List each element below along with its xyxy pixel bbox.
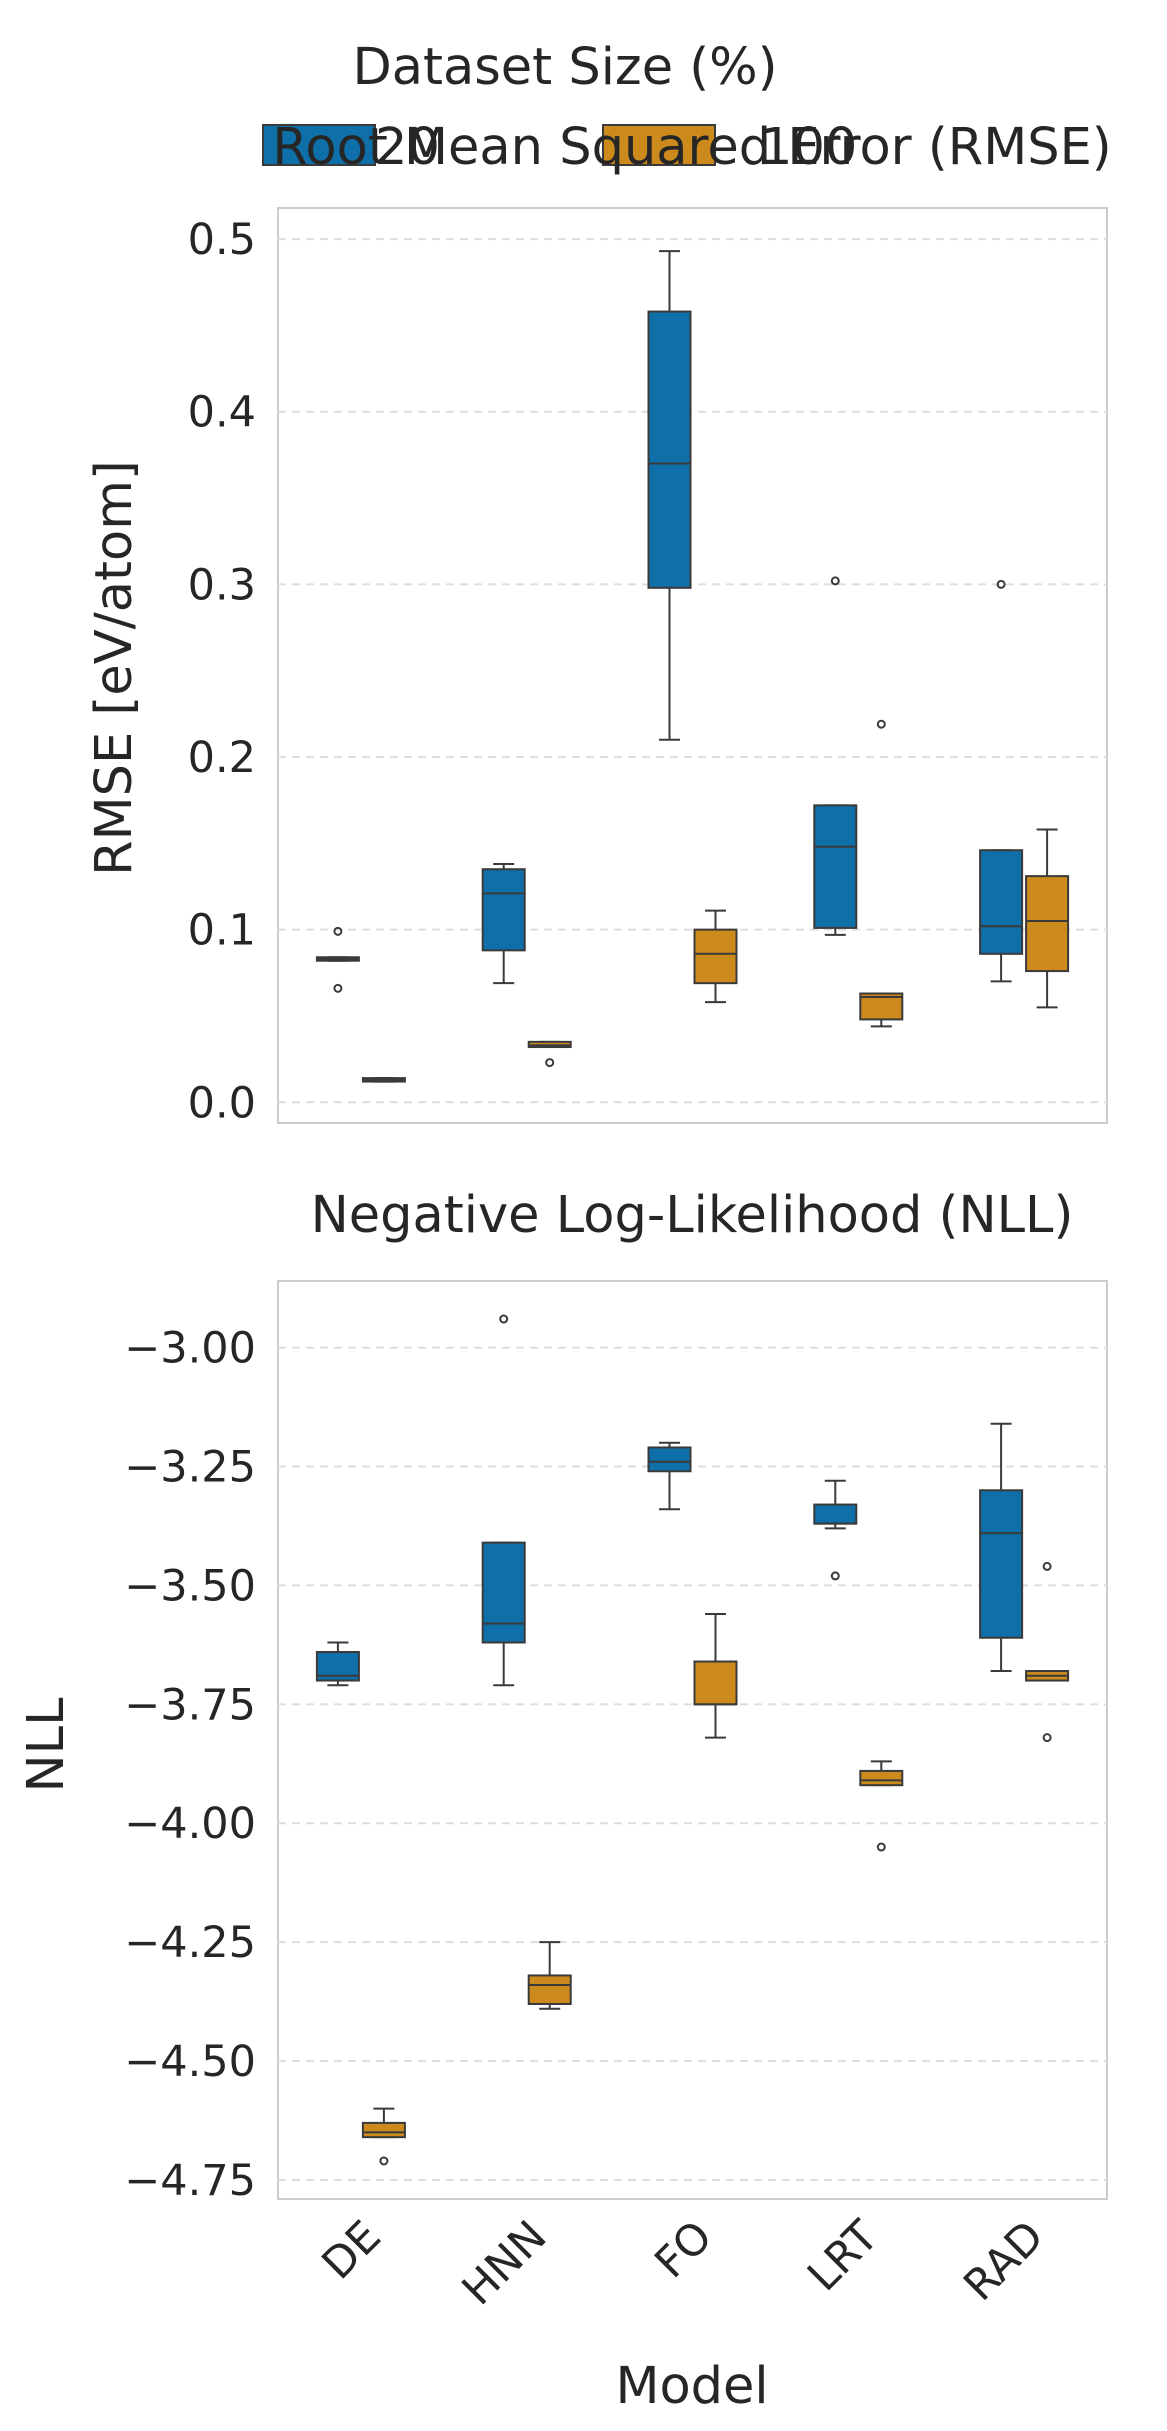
y-tick-label: −4.25 xyxy=(124,1918,256,1968)
rmse-plot-area xyxy=(277,207,1108,1124)
iqr-box xyxy=(979,849,1024,955)
outlier-point xyxy=(876,719,886,729)
rmse-grid xyxy=(278,238,1107,1104)
y-tick-label: 0.5 xyxy=(188,215,256,265)
box-fo-20 xyxy=(647,250,692,741)
box-lrt-100 xyxy=(859,1760,904,1852)
nll-grid xyxy=(278,1346,1107,2181)
nll-y-ticks: −3.00 −3.25 −3.50 −3.75 −4.00 −4.25 −4.50 −4.75 xyxy=(124,1324,256,2206)
outlier-point xyxy=(1042,1733,1052,1743)
y-tick-label: −3.25 xyxy=(124,1443,256,1493)
rmse-title: Root Mean Squared Error (RMSE) xyxy=(272,118,1111,177)
box-lrt-20 xyxy=(813,1479,858,1581)
nll-plot-area xyxy=(277,1280,1108,2200)
outlier-point xyxy=(996,579,1006,589)
y-tick-label: −3.75 xyxy=(124,1680,256,1730)
legend-label-20: 20 xyxy=(375,118,440,177)
iqr-box xyxy=(647,1446,692,1473)
outlier-point xyxy=(545,1058,555,1068)
y-tick-label: 0.4 xyxy=(188,388,256,438)
box-hnn-100 xyxy=(527,1941,572,2010)
x-axis-label: Model xyxy=(615,2357,768,2416)
box-hnn-20 xyxy=(481,863,526,985)
nll-panel: Negative Log-Likelihood (NLL) NLL −3.00−… xyxy=(17,1186,1108,2416)
outlier-point xyxy=(1042,1561,1052,1571)
box-lrt-20 xyxy=(813,576,858,936)
y-tick-label: −4.00 xyxy=(124,1799,256,1849)
box-hnn-100 xyxy=(527,1040,572,1068)
iqr-box xyxy=(527,1974,572,2005)
y-tick-label: −4.50 xyxy=(124,2037,256,2087)
box-rad-100 xyxy=(1025,828,1070,1009)
outlier-point xyxy=(876,1842,886,1852)
iqr-box xyxy=(979,1489,1024,1639)
outlier-point xyxy=(379,2156,389,2166)
box-lrt-100 xyxy=(859,719,904,1028)
legend-label-100: 100 xyxy=(760,118,857,177)
rmse-y-label: RMSE [eV/atom] xyxy=(85,460,144,876)
legend-swatch-100 xyxy=(602,124,716,166)
nll-y-label: NLL xyxy=(17,1697,76,1793)
box-rad-20 xyxy=(979,579,1024,983)
y-tick-label: −4.75 xyxy=(124,2156,256,2206)
iqr-box xyxy=(693,928,738,985)
box-de-100 xyxy=(361,2107,406,2166)
y-tick-label: −3.50 xyxy=(124,1561,256,1611)
y-tick-label: 0.1 xyxy=(188,906,256,956)
nll-title: Negative Log-Likelihood (NLL) xyxy=(311,1186,1074,1245)
nll-boxes xyxy=(315,1314,1070,2166)
y-tick-label: 0.2 xyxy=(188,733,256,783)
rmse-boxes xyxy=(315,250,1070,1083)
legend: Dataset Size (%) 20 100 xyxy=(262,38,857,177)
box-rad-20 xyxy=(979,1422,1024,1673)
box-de-20 xyxy=(315,1641,360,1687)
outlier-point xyxy=(499,1314,509,1324)
box-de-20 xyxy=(315,926,360,993)
rmse-panel: Root Mean Squared Error (RMSE) RMSE [eV/… xyxy=(85,118,1112,1128)
box-rad-100 xyxy=(1025,1561,1070,1743)
legend-swatch-20 xyxy=(262,124,376,166)
iqr-box xyxy=(813,804,858,929)
box-de-100 xyxy=(361,1077,406,1083)
y-tick-label: 0.0 xyxy=(188,1078,256,1128)
iqr-box xyxy=(481,1541,526,1644)
outlier-point xyxy=(333,926,343,936)
iqr-box xyxy=(647,310,692,589)
box-fo-100 xyxy=(693,909,738,1004)
iqr-box xyxy=(481,868,526,952)
outlier-point xyxy=(830,1571,840,1581)
box-fo-20 xyxy=(647,1441,692,1511)
iqr-box xyxy=(693,1660,738,1706)
iqr-box xyxy=(859,1769,904,1787)
rmse-y-ticks: 0.0 0.1 0.2 0.3 0.4 0.5 xyxy=(188,215,256,1128)
iqr-box xyxy=(361,2121,406,2139)
iqr-box xyxy=(813,1503,858,1525)
y-tick-label: −3.00 xyxy=(124,1324,256,1374)
outlier-point xyxy=(333,983,343,993)
box-fo-100 xyxy=(693,1612,738,1739)
iqr-box xyxy=(1025,875,1070,973)
outlier-point xyxy=(830,576,840,586)
legend-title: Dataset Size (%) xyxy=(352,38,777,97)
y-tick-label: 0.3 xyxy=(188,560,256,610)
box-hnn-20 xyxy=(481,1314,526,1687)
